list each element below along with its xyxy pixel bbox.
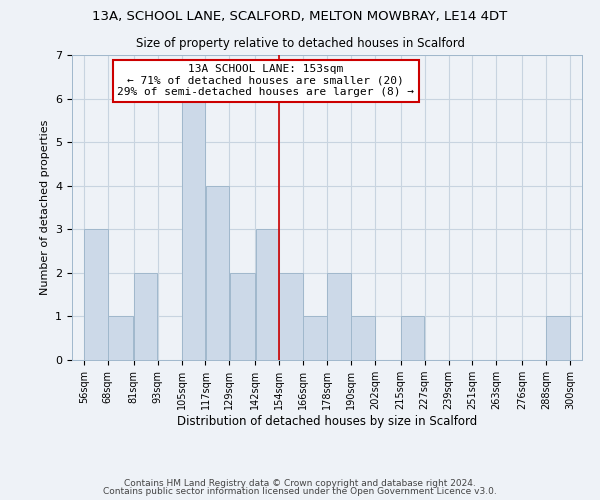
Bar xyxy=(401,316,424,360)
Bar xyxy=(84,230,107,360)
Text: Contains public sector information licensed under the Open Government Licence v3: Contains public sector information licen… xyxy=(103,487,497,496)
Bar xyxy=(134,273,157,360)
Bar xyxy=(351,316,374,360)
Text: Contains HM Land Registry data © Crown copyright and database right 2024.: Contains HM Land Registry data © Crown c… xyxy=(124,478,476,488)
Bar xyxy=(256,230,279,360)
Bar xyxy=(304,316,327,360)
Y-axis label: Number of detached properties: Number of detached properties xyxy=(40,120,50,295)
Text: Size of property relative to detached houses in Scalford: Size of property relative to detached ho… xyxy=(136,38,464,51)
Bar xyxy=(206,186,229,360)
Bar xyxy=(280,273,303,360)
Bar xyxy=(230,273,255,360)
Bar xyxy=(547,316,570,360)
X-axis label: Distribution of detached houses by size in Scalford: Distribution of detached houses by size … xyxy=(177,415,477,428)
Bar xyxy=(327,273,350,360)
Text: 13A, SCHOOL LANE, SCALFORD, MELTON MOWBRAY, LE14 4DT: 13A, SCHOOL LANE, SCALFORD, MELTON MOWBR… xyxy=(92,10,508,23)
Text: 13A SCHOOL LANE: 153sqm
← 71% of detached houses are smaller (20)
29% of semi-de: 13A SCHOOL LANE: 153sqm ← 71% of detache… xyxy=(118,64,415,98)
Bar xyxy=(182,98,205,360)
Bar xyxy=(108,316,133,360)
